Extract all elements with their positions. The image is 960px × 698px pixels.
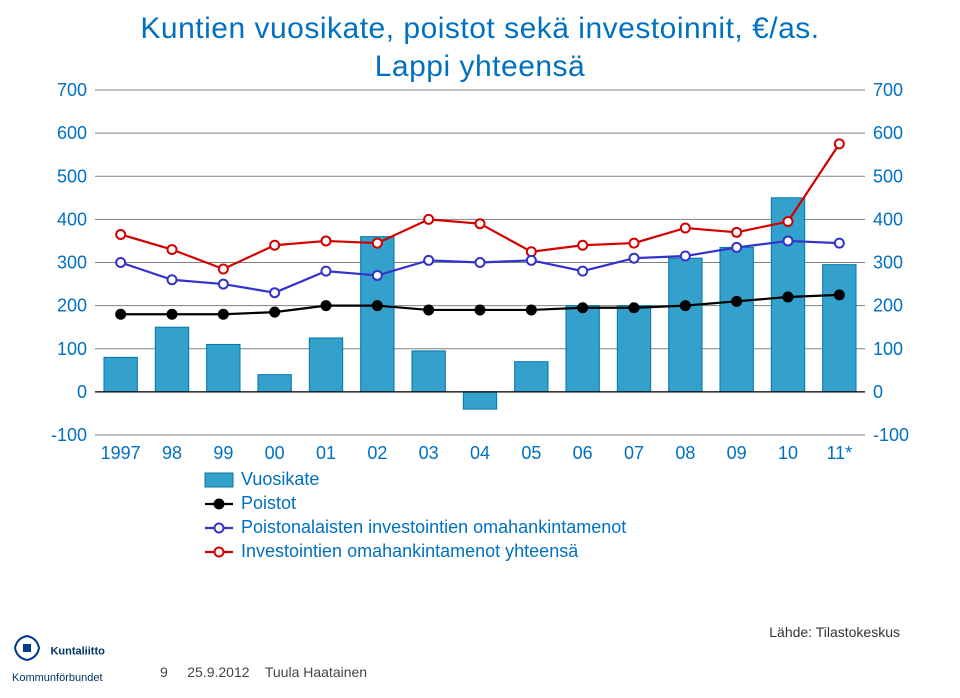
chart-svg: -100-10000100100200200300300400400500500…: [40, 80, 920, 610]
logo-mark: [12, 633, 42, 668]
svg-text:200: 200: [57, 296, 87, 316]
slide: Kuntien vuosikate, poistot sekä investoi…: [0, 0, 960, 698]
svg-text:400: 400: [873, 209, 903, 229]
svg-text:01: 01: [316, 443, 336, 463]
page-number: 9: [160, 664, 168, 680]
svg-text:100: 100: [57, 339, 87, 359]
svg-text:09: 09: [727, 443, 747, 463]
svg-text:200: 200: [873, 296, 903, 316]
chart-container: -100-10000100100200200300300400400500500…: [40, 80, 920, 610]
logo-text-bottom: Kommunförbundet: [12, 672, 103, 684]
svg-text:07: 07: [624, 443, 644, 463]
svg-text:04: 04: [470, 443, 490, 463]
svg-text:1997: 1997: [101, 443, 141, 463]
svg-text:Vuosikate: Vuosikate: [241, 469, 319, 489]
svg-text:100: 100: [873, 339, 903, 359]
svg-text:Poistonalaisten investointien: Poistonalaisten investointien omahankint…: [241, 517, 626, 537]
svg-text:0: 0: [77, 382, 87, 402]
svg-text:400: 400: [57, 209, 87, 229]
svg-text:03: 03: [419, 443, 439, 463]
svg-text:02: 02: [367, 443, 387, 463]
svg-text:00: 00: [265, 443, 285, 463]
svg-text:500: 500: [873, 166, 903, 186]
svg-text:08: 08: [675, 443, 695, 463]
source-label: Lähde: Tilastokeskus: [769, 624, 900, 640]
svg-text:-100: -100: [873, 425, 909, 445]
svg-text:300: 300: [873, 253, 903, 273]
svg-text:700: 700: [57, 80, 87, 100]
title-line-2: Lappi yhteensä: [375, 50, 586, 83]
svg-text:600: 600: [873, 123, 903, 143]
svg-text:Investointien omahankintamenot: Investointien omahankintamenot yhteensä: [241, 541, 579, 561]
footer-date: 25.9.2012: [187, 664, 249, 680]
svg-text:11*: 11*: [826, 443, 852, 463]
svg-text:98: 98: [162, 443, 182, 463]
svg-text:0: 0: [873, 382, 883, 402]
svg-text:500: 500: [57, 166, 87, 186]
footer-author: Tuula Haatainen: [265, 664, 367, 680]
footer-meta: 9 25.9.2012 Tuula Haatainen: [160, 664, 367, 680]
logo-text-top: Kuntaliitto: [50, 646, 104, 658]
svg-text:10: 10: [778, 443, 798, 463]
svg-text:-100: -100: [51, 425, 87, 445]
svg-text:300: 300: [57, 253, 87, 273]
svg-text:99: 99: [213, 443, 233, 463]
svg-text:700: 700: [873, 80, 903, 100]
chart-title: Kuntien vuosikate, poistot sekä investoi…: [0, 10, 960, 85]
svg-text:06: 06: [573, 443, 593, 463]
svg-text:Poistot: Poistot: [241, 493, 296, 513]
svg-text:600: 600: [57, 123, 87, 143]
svg-text:05: 05: [521, 443, 541, 463]
logo: Kuntaliitto Kommunförbundet: [12, 633, 105, 686]
title-line-1: Kuntien vuosikate, poistot sekä investoi…: [140, 12, 819, 45]
